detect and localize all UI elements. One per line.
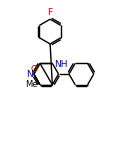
Text: O: O [30,65,37,74]
Text: N: N [27,70,33,79]
Text: F: F [48,8,53,17]
Text: Me: Me [26,80,38,89]
Text: NH: NH [54,60,68,69]
